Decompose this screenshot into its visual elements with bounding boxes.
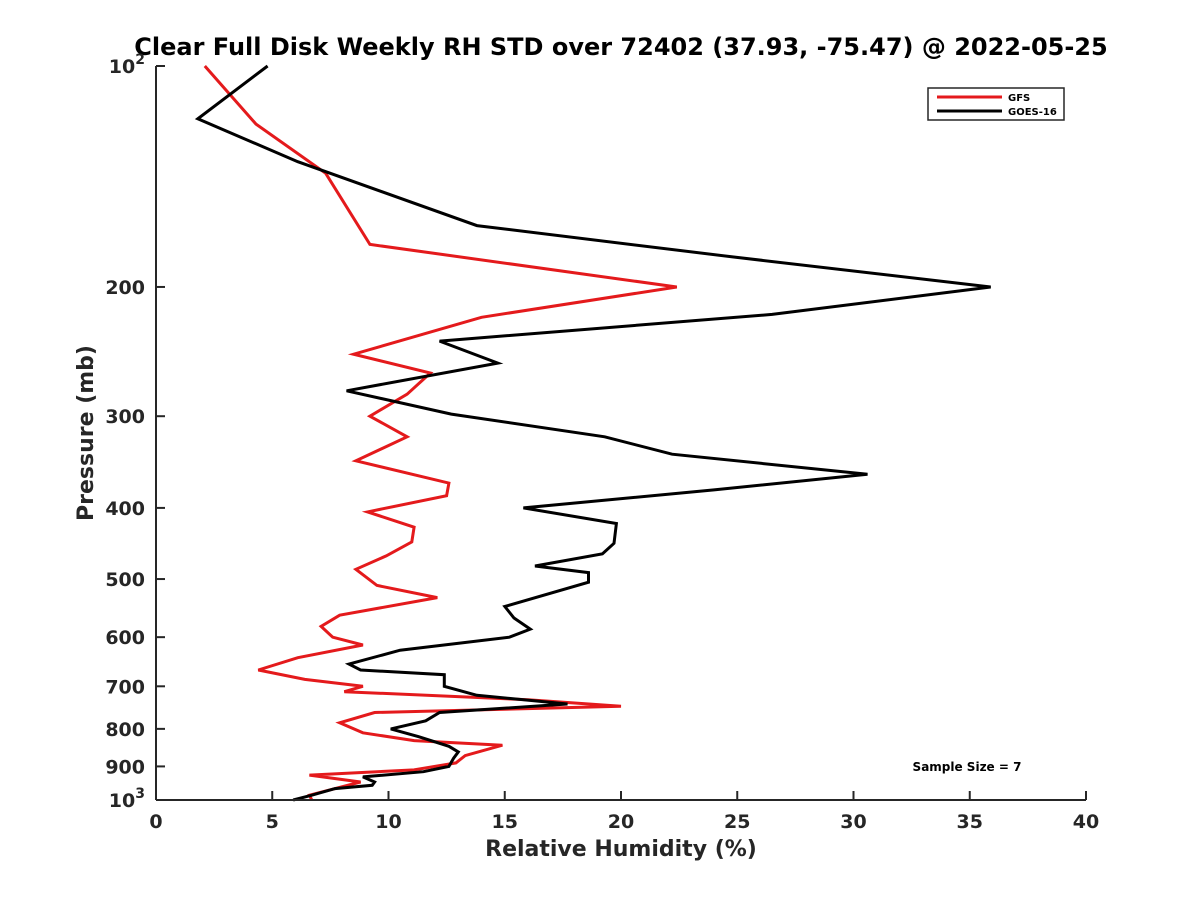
y-ticks: 102 200 300 400 500 600 700 800 900 103 bbox=[105, 52, 165, 812]
x-tick-label: 15 bbox=[492, 811, 518, 833]
y-tick-label: 500 bbox=[105, 569, 145, 591]
x-tick-label: 35 bbox=[957, 811, 983, 833]
y-tick-label: 103 bbox=[109, 786, 145, 812]
x-tick-label: 40 bbox=[1073, 811, 1099, 833]
x-tick-label: 30 bbox=[840, 811, 866, 833]
x-tick-label: 10 bbox=[375, 811, 401, 833]
x-tick-label: 0 bbox=[149, 811, 162, 833]
x-axis-label: Relative Humidity (%) bbox=[485, 837, 757, 862]
y-tick-label: 300 bbox=[105, 406, 145, 428]
y-tick-label: 600 bbox=[105, 627, 145, 649]
y-tick-label: 800 bbox=[105, 719, 145, 741]
y-tick-label: 200 bbox=[105, 277, 145, 299]
plot-lines bbox=[194, 64, 991, 802]
sample-size-annotation: Sample Size = 7 bbox=[913, 760, 1022, 774]
legend: GFS GOES-16 bbox=[927, 87, 1065, 121]
series-line-goes16 bbox=[194, 64, 991, 802]
legend-label-goes16: GOES-16 bbox=[1008, 107, 1057, 118]
y-tick-label: 400 bbox=[105, 498, 145, 520]
y-tick-label: 900 bbox=[105, 756, 145, 778]
x-ticks: 0 5 10 15 20 25 30 35 40 bbox=[149, 791, 1099, 833]
chart-title: Clear Full Disk Weekly RH STD over 72402… bbox=[134, 33, 1107, 61]
y-tick-label: 102 bbox=[109, 52, 145, 78]
x-tick-label: 25 bbox=[724, 811, 750, 833]
y-tick-label: 700 bbox=[105, 676, 145, 698]
legend-label-gfs: GFS bbox=[1008, 93, 1030, 104]
axes: 0 5 10 15 20 25 30 35 40 102 200 300 400 500 600 700 80… bbox=[105, 52, 1099, 833]
y-axis-label: Pressure (mb) bbox=[74, 345, 99, 521]
legend-box bbox=[927, 87, 1065, 121]
x-tick-label: 5 bbox=[266, 811, 279, 833]
x-tick-label: 20 bbox=[608, 811, 634, 833]
